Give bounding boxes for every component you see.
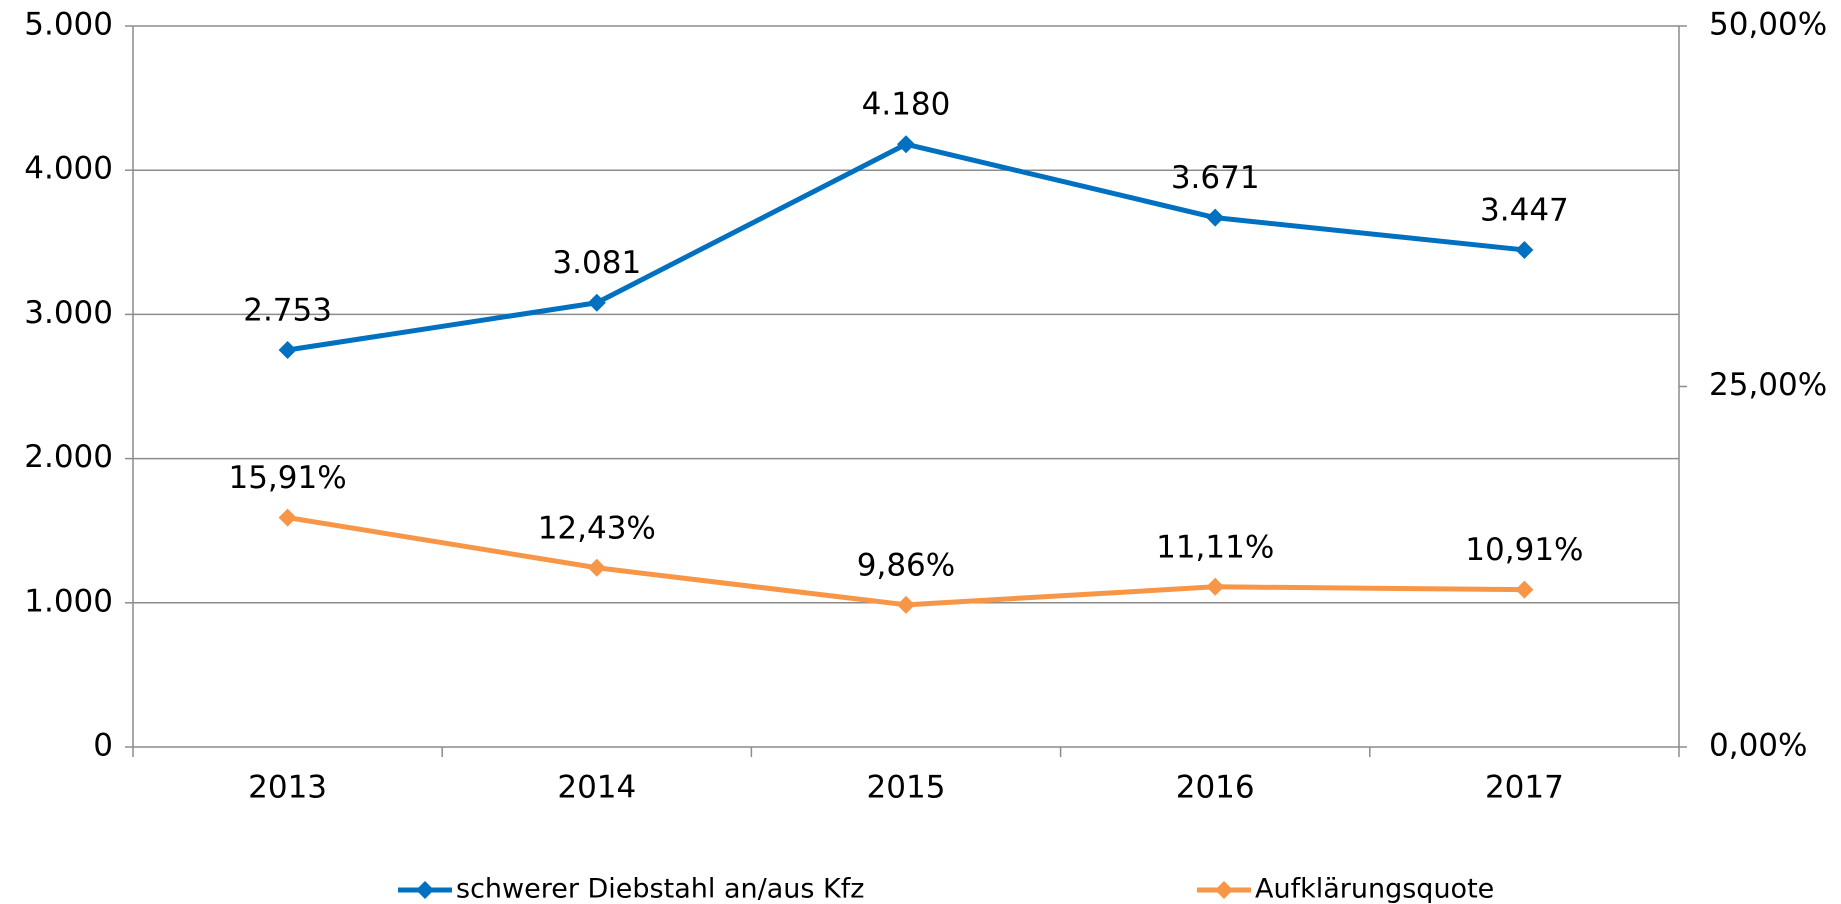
x-tick-label: 2017: [1485, 770, 1564, 806]
data-label: 3.671: [1171, 160, 1260, 196]
y-tick-label: 5.000: [24, 7, 113, 43]
data-label: 4.180: [862, 87, 951, 123]
series-line: [287, 141, 1525, 353]
data-label: 3.081: [552, 245, 641, 281]
data-point: [1515, 240, 1534, 259]
y-tick-label: 1.000: [24, 583, 113, 619]
x-tick-label: 2014: [557, 770, 636, 806]
legend-label: Aufklärungsquote: [1255, 874, 1494, 904]
data-point: [897, 595, 915, 614]
data-point: [1206, 577, 1225, 596]
y-tick-label: 0: [93, 728, 113, 764]
legend-marker: [416, 881, 434, 899]
y2-tick-label: 50,00%: [1709, 7, 1827, 43]
data-label: 9,86%: [857, 547, 955, 583]
data-point: [278, 508, 297, 527]
x-tick-label: 2013: [248, 770, 327, 806]
data-point: [587, 293, 606, 312]
y-tick-label: 4.000: [24, 151, 113, 187]
y2-tick-label: 25,00%: [1709, 367, 1827, 403]
data-label: 11,11%: [1156, 529, 1274, 565]
data-label: 3.447: [1480, 192, 1569, 228]
y2-tick-label: 0,00%: [1709, 728, 1807, 764]
data-point: [897, 135, 915, 154]
y-tick-label: 2.000: [24, 439, 113, 475]
data-point: [1206, 208, 1225, 227]
data-label: 10,91%: [1465, 532, 1583, 568]
data-point: [587, 558, 606, 577]
legend-label: schwerer Diebstahl an/aus Kfz: [456, 874, 864, 904]
x-tick-label: 2015: [867, 770, 946, 806]
data-label: 12,43%: [538, 510, 656, 546]
x-tick-label: 2016: [1176, 770, 1255, 806]
data-point: [278, 341, 297, 360]
data-label: 2.753: [243, 293, 332, 329]
legend-marker: [1215, 881, 1233, 899]
data-point: [1515, 580, 1534, 599]
y-tick-label: 3.000: [24, 295, 113, 331]
data-label: 15,91%: [228, 460, 346, 496]
